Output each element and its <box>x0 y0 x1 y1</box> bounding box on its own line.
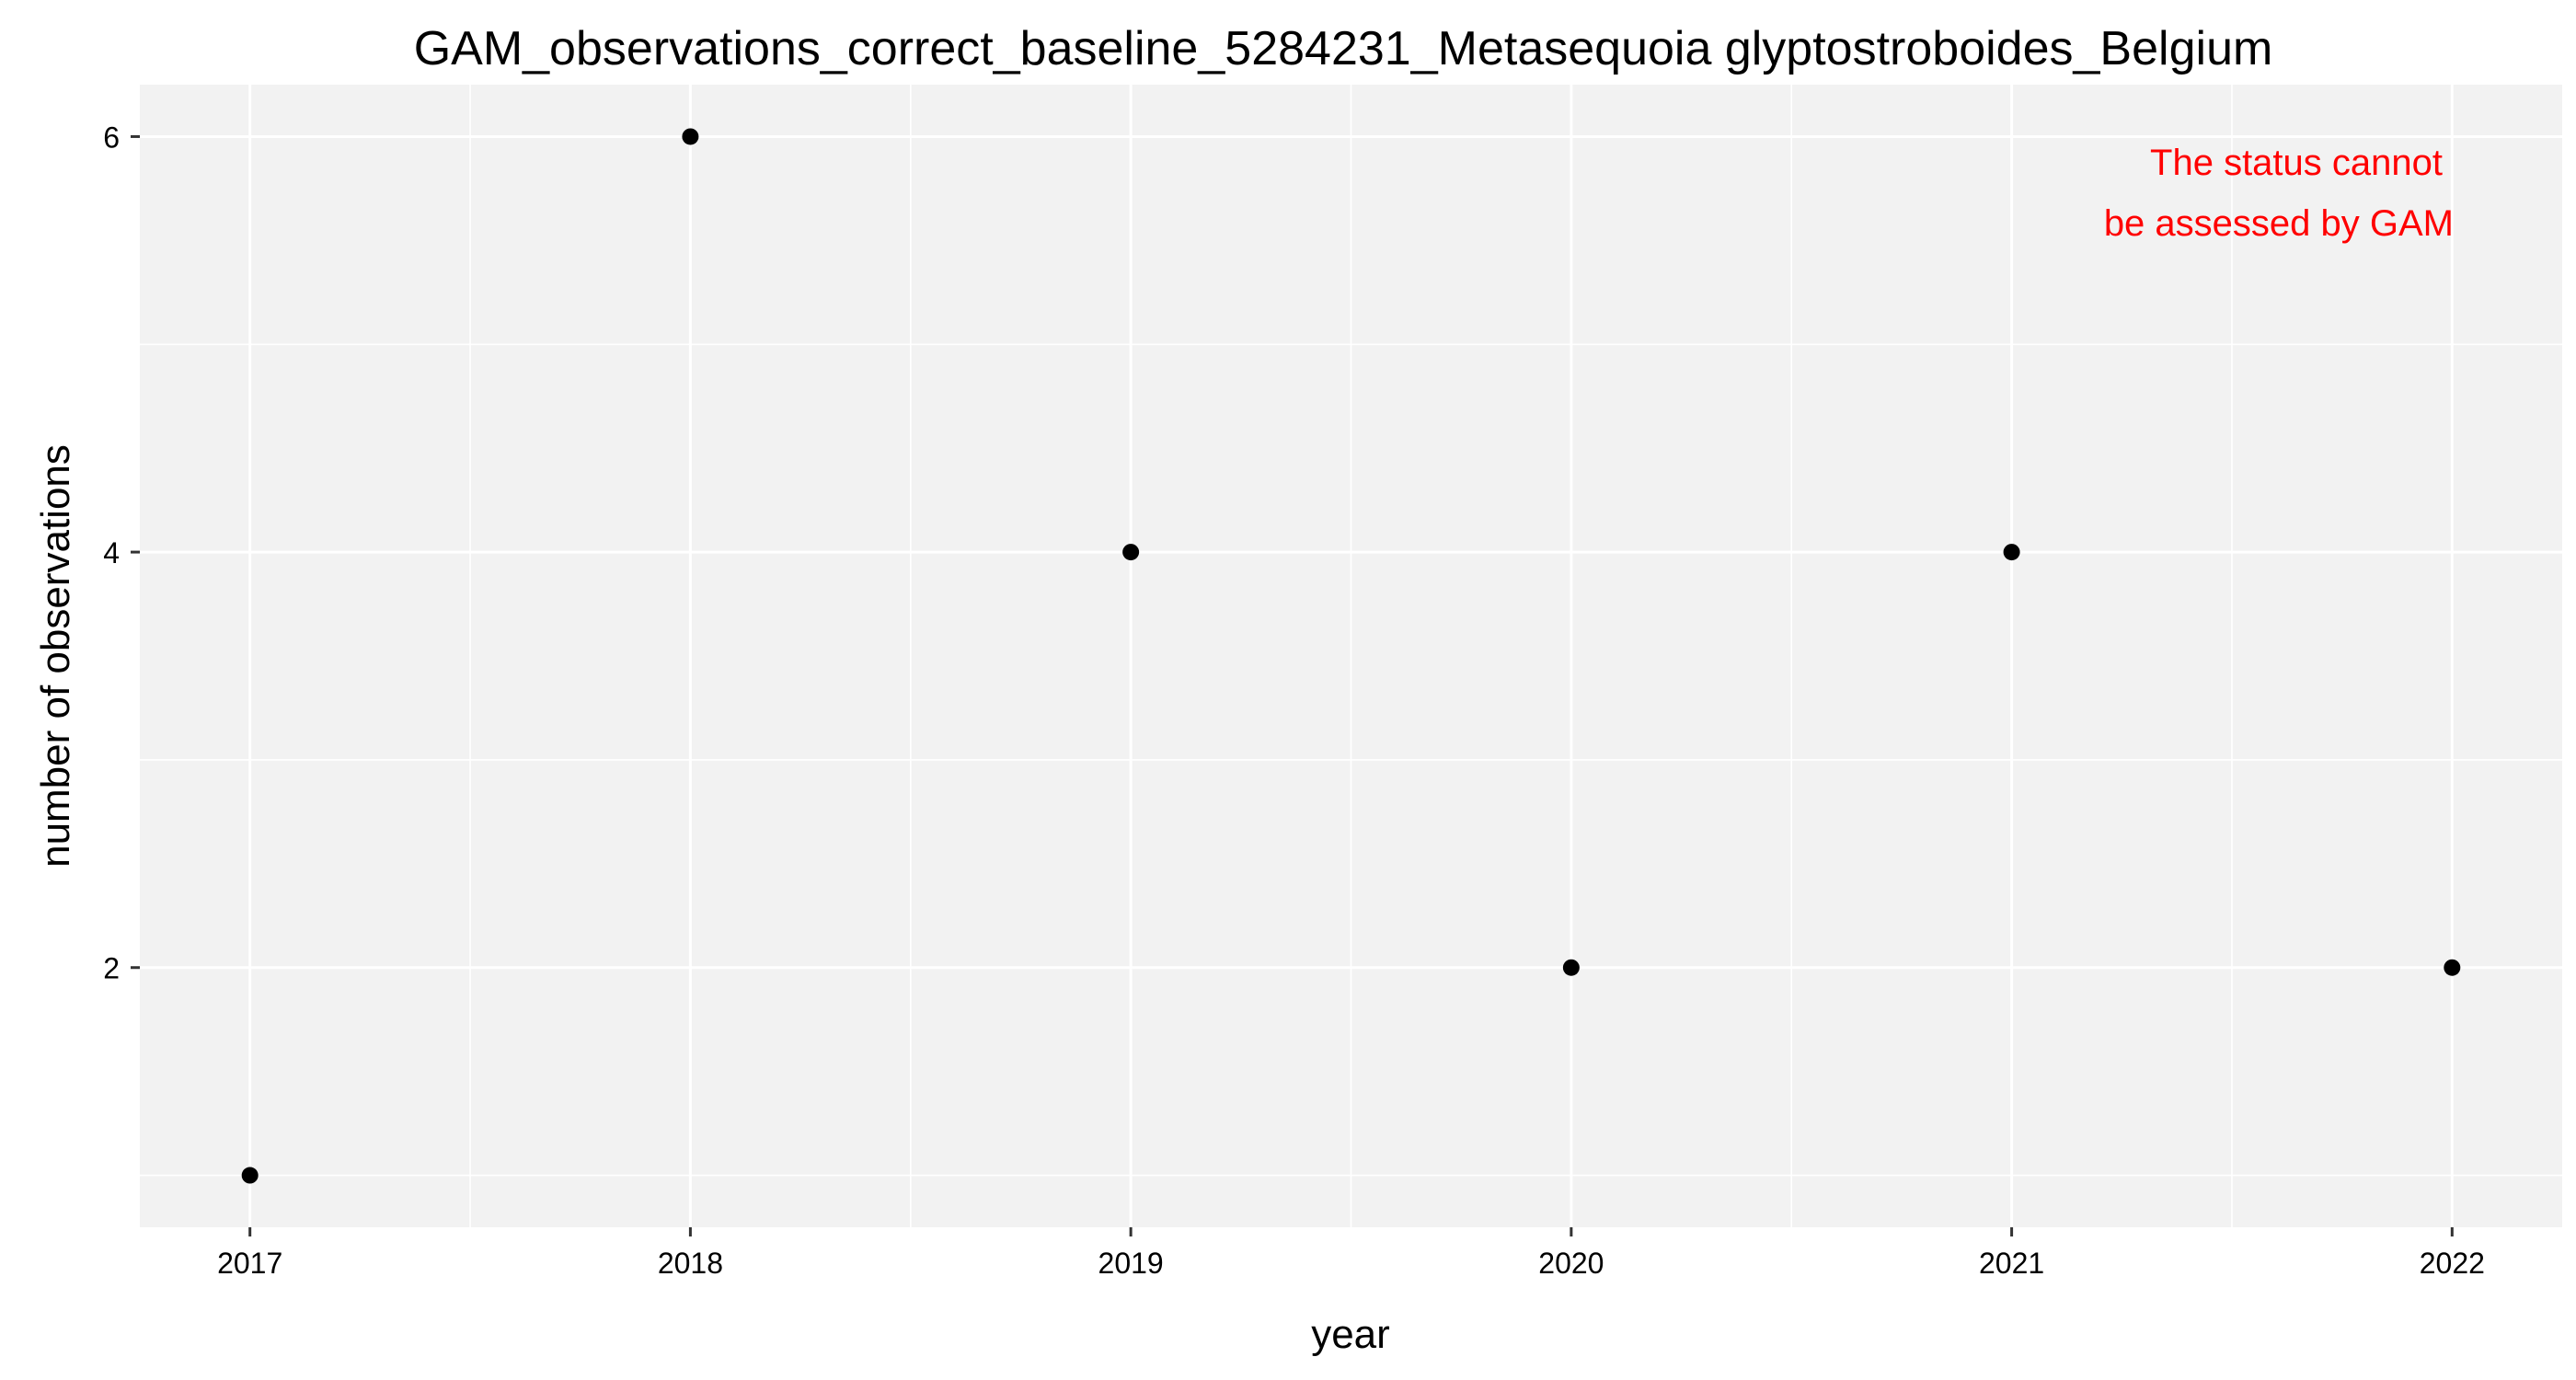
plot-area: The status cannot be assessed by GAM <box>140 85 2562 1227</box>
y-tick-label: 6 <box>103 121 120 154</box>
data-point <box>1562 959 1580 976</box>
data-point <box>241 1167 259 1184</box>
minor-gridlines <box>140 85 2562 1227</box>
y-tick-label: 4 <box>103 536 120 569</box>
y-tick-label: 2 <box>103 952 120 985</box>
major-gridlines <box>140 85 2562 1227</box>
y-axis: 2 4 6 <box>103 121 140 985</box>
data-point <box>1122 544 1140 561</box>
data-point <box>2444 959 2461 976</box>
data-point <box>2003 544 2020 561</box>
x-tick-label: 2020 <box>1538 1247 1604 1280</box>
data-points <box>241 128 2461 1184</box>
x-tick-label: 2019 <box>1098 1247 1164 1280</box>
annotation-line-2: be assessed by GAM <box>2104 203 2454 244</box>
x-tick-label: 2018 <box>658 1247 723 1280</box>
x-axis-label: year <box>1311 1312 1390 1357</box>
data-point <box>682 128 699 145</box>
x-tick-label: 2022 <box>2420 1247 2485 1280</box>
x-tick-label: 2021 <box>1979 1247 2044 1280</box>
annotation-line-1: The status cannot <box>2150 143 2443 183</box>
annotation: The status cannot be assessed by GAM <box>2104 143 2454 244</box>
chart-title: GAM_observations_correct_baseline_528423… <box>414 22 2273 75</box>
y-axis-label: number of observations <box>33 444 78 868</box>
x-axis: 2017 2018 2019 2020 2021 2022 <box>217 1227 2485 1280</box>
x-tick-label: 2017 <box>217 1247 282 1280</box>
